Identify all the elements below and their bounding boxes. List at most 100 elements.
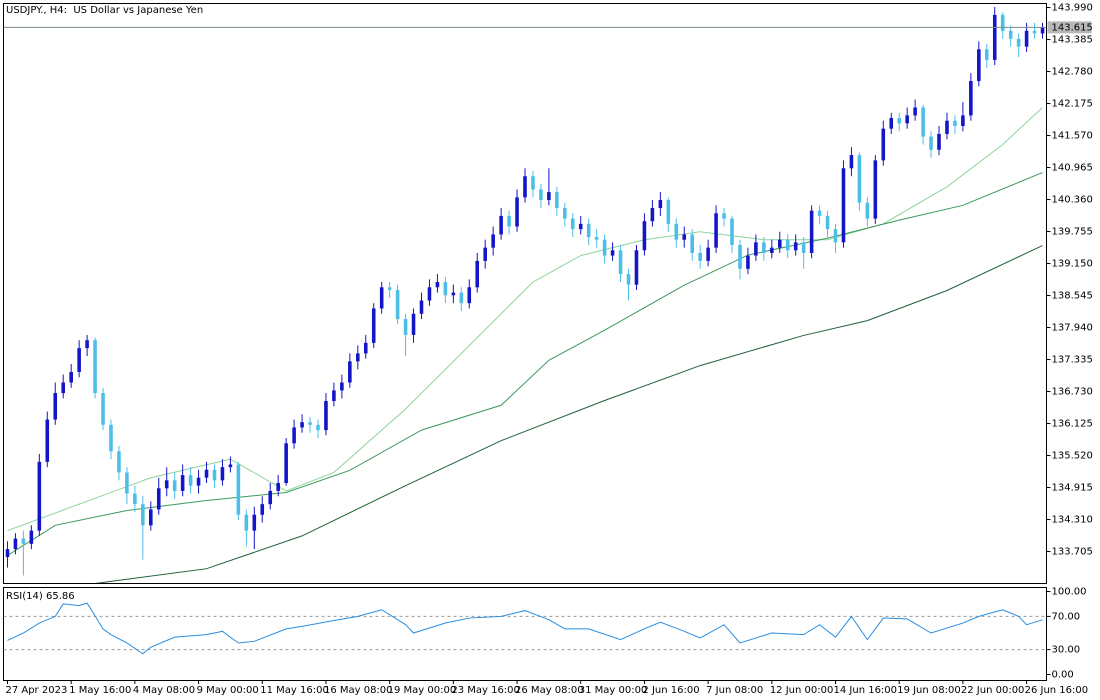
moving-average bbox=[7, 107, 1043, 532]
candle-body bbox=[825, 215, 830, 230]
candle-body bbox=[889, 118, 894, 129]
y-tick-label: 142.175 bbox=[1052, 99, 1093, 110]
candle-body bbox=[515, 197, 519, 227]
candle-body bbox=[180, 475, 185, 491]
candle-body bbox=[945, 120, 949, 134]
y-tick-label: 140.965 bbox=[1052, 163, 1093, 174]
candle-body bbox=[634, 250, 639, 285]
candle-body bbox=[268, 490, 273, 505]
candle-body bbox=[69, 371, 73, 383]
candle-body bbox=[809, 210, 814, 253]
candle-body bbox=[1000, 14, 1005, 31]
candle-body bbox=[53, 393, 58, 420]
candle-body bbox=[467, 287, 472, 304]
rsi-panel-frame bbox=[3, 587, 1047, 681]
y-tick-label: 134.310 bbox=[1052, 515, 1093, 526]
candle-body bbox=[499, 215, 503, 235]
candle-body bbox=[594, 237, 599, 240]
chart-title: USDJPY., H4: US Dollar vs Japanese Yen bbox=[6, 5, 203, 16]
candle-body bbox=[937, 133, 941, 150]
candle-body bbox=[459, 292, 464, 304]
candle-body bbox=[260, 504, 265, 515]
candle-body bbox=[849, 155, 854, 169]
candle-body bbox=[21, 538, 26, 544]
x-tick-label: 19 May 00:00 bbox=[388, 685, 457, 696]
moving-average bbox=[95, 245, 1043, 583]
candle-body bbox=[324, 401, 328, 431]
x-tick-label: 26 May 08:00 bbox=[515, 685, 584, 696]
y-tick-label: 142.780 bbox=[1052, 67, 1093, 78]
candle-body bbox=[371, 308, 376, 343]
candle-body bbox=[921, 107, 925, 137]
y-tick-label: 133.705 bbox=[1052, 547, 1093, 558]
candle-body bbox=[85, 340, 89, 349]
y-tick-label: 70.00 bbox=[1052, 611, 1081, 622]
candle-body bbox=[1032, 30, 1037, 34]
candle-body bbox=[300, 422, 304, 428]
candle-body bbox=[395, 289, 400, 320]
candle-body bbox=[117, 451, 121, 473]
candle-body bbox=[172, 480, 177, 491]
candle-body bbox=[602, 239, 607, 256]
candle-body bbox=[1008, 30, 1013, 39]
candle-body bbox=[539, 189, 543, 201]
candle-body bbox=[483, 247, 487, 261]
x-tick-label: 9 May 00:00 bbox=[197, 685, 259, 696]
candle-body bbox=[650, 207, 655, 222]
candle-body bbox=[133, 493, 137, 505]
candle-body bbox=[5, 549, 10, 558]
candle-body bbox=[642, 221, 647, 251]
candle-body bbox=[666, 200, 671, 224]
x-tick-label: 19 Jun 08:00 bbox=[897, 685, 961, 696]
y-tick-label: 134.915 bbox=[1052, 483, 1093, 494]
candle-body bbox=[276, 483, 280, 491]
y-tick-label: 138.545 bbox=[1052, 291, 1093, 302]
candle-body bbox=[212, 469, 217, 481]
candle-body bbox=[156, 488, 161, 510]
candle-body bbox=[897, 118, 901, 124]
candle-body bbox=[730, 218, 734, 245]
candle-body bbox=[109, 424, 113, 452]
candle-body bbox=[785, 239, 790, 251]
y-tick-label: 30.00 bbox=[1052, 645, 1081, 656]
candle-body bbox=[833, 229, 838, 243]
candle-body bbox=[164, 480, 169, 489]
x-tick-label: 31 May 00:00 bbox=[579, 685, 648, 696]
candle-body bbox=[570, 218, 575, 230]
candle-body bbox=[618, 250, 623, 275]
candle-body bbox=[13, 538, 18, 550]
moving-average bbox=[7, 172, 1043, 556]
y-tick-label: 136.125 bbox=[1052, 419, 1093, 430]
rsi-value: 65.86 bbox=[46, 591, 75, 602]
candle-body bbox=[29, 530, 34, 544]
x-tick-label: 22 Jun 00:00 bbox=[961, 685, 1025, 696]
candle-body bbox=[841, 168, 846, 243]
candle-body bbox=[125, 472, 129, 494]
candle-body bbox=[578, 223, 583, 230]
x-tick-label: 2 Jun 16:00 bbox=[642, 685, 699, 696]
candle-body bbox=[547, 192, 551, 201]
rsi-title: RSI(14) 65.86 bbox=[6, 591, 75, 602]
candle-body bbox=[984, 49, 989, 60]
y-tick-label: 139.755 bbox=[1052, 227, 1093, 238]
axes: 143.990 143.385 142.780 142.175 141.570 140.9… bbox=[5, 3, 1092, 696]
candle-body bbox=[913, 107, 917, 116]
main-panel-frame bbox=[3, 3, 1047, 584]
candle-body bbox=[340, 382, 344, 391]
candle-body bbox=[706, 247, 710, 261]
x-tick-label: 7 Jun 08:00 bbox=[706, 685, 763, 696]
rsi-line bbox=[7, 602, 1043, 655]
candle-body bbox=[1040, 27, 1045, 34]
candle-body bbox=[45, 419, 50, 462]
candle-body bbox=[451, 292, 456, 296]
candle-body bbox=[443, 282, 448, 296]
x-tick-label: 27 Apr 2023 bbox=[5, 685, 67, 696]
y-tick-label: 136.730 bbox=[1052, 387, 1093, 398]
candle-body bbox=[228, 464, 233, 468]
y-tick-label: 141.570 bbox=[1052, 131, 1093, 142]
candle-body bbox=[252, 514, 257, 531]
candle-body bbox=[793, 242, 798, 251]
y-tick-label: 0.00 bbox=[1052, 670, 1074, 681]
